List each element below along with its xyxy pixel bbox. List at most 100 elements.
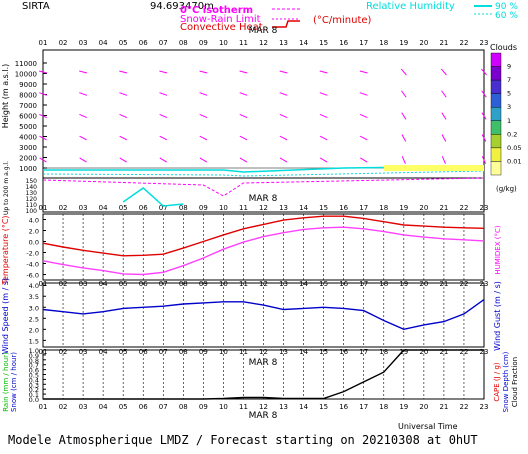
height-tick-label: 7000 xyxy=(19,102,37,110)
snow-ylabel: Snow (cm / hour) xyxy=(10,352,18,412)
station-altitude: 94.693470m xyxy=(150,1,214,12)
wind-arrow xyxy=(481,134,487,142)
clouds-level-label: 0.2 xyxy=(507,130,517,138)
clouds-color-cell xyxy=(490,161,502,176)
low-height-tick-label: 120 xyxy=(26,196,38,203)
hour-tick-label: 16 xyxy=(339,39,348,47)
hour-tick-label: 19 xyxy=(399,39,408,47)
hour-tick-label: 12 xyxy=(259,204,268,212)
hour-tick-label: 23 xyxy=(480,403,489,411)
wind-arrow xyxy=(481,68,487,76)
clouds-color-cell xyxy=(490,93,502,108)
clouds-unit: (g/kg) xyxy=(496,185,517,193)
hour-tick-label: 21 xyxy=(439,39,448,47)
rh60-line xyxy=(42,170,485,177)
wind-arrow xyxy=(239,135,248,141)
clouds-title: Clouds xyxy=(490,43,517,52)
hour-tick-label: 02 xyxy=(59,403,68,411)
wind-arrow xyxy=(441,134,447,142)
station-name: SIRTA xyxy=(22,1,50,12)
hour-tick-label: 05 xyxy=(119,403,128,411)
windgust-ylabel: Wind Gust (m / s) xyxy=(493,281,502,351)
legend-convective-line xyxy=(272,20,300,28)
footer-text: Modele Atmospherique LMDZ / Forecast sta… xyxy=(8,433,478,447)
hour-tick-label: 04 xyxy=(99,204,108,212)
clouds-color-cell xyxy=(490,79,502,94)
hour-tick-label: 22 xyxy=(459,403,468,411)
wind-arrow xyxy=(159,92,168,96)
wind-arrow xyxy=(199,157,208,163)
hour-tick-label: 08 xyxy=(179,403,188,411)
wind-arrow xyxy=(119,135,127,141)
hour-tick-label: 15 xyxy=(319,204,328,212)
legend-rh60: 60 % xyxy=(495,11,518,21)
clouds-color-cell xyxy=(490,107,502,121)
wind-arrow xyxy=(199,92,208,96)
wind-arrow xyxy=(441,156,446,164)
hour-tick-label: 14 xyxy=(299,204,308,212)
y-tick-label: 0.6 xyxy=(29,367,39,375)
series-line-wind-speed xyxy=(42,299,485,331)
hour-tick-label: 07 xyxy=(159,403,168,411)
hour-tick-label: 18 xyxy=(379,39,388,47)
zero-isotherm-line xyxy=(42,177,485,197)
wind-arrow xyxy=(401,134,407,142)
wind-arrow xyxy=(239,92,248,96)
wind-arrow xyxy=(400,68,407,76)
y-tick-label: -4.0 xyxy=(26,261,39,269)
hour-tick-label: 04 xyxy=(99,39,108,47)
cape-ylabel: CAPE (J / g) xyxy=(493,362,501,402)
hour-tick-label: 04 xyxy=(99,403,108,411)
height-panel-frame xyxy=(42,49,485,179)
rh-low-line xyxy=(122,187,184,207)
wind-arrow xyxy=(199,135,208,141)
hour-tick-label: 07 xyxy=(159,39,168,47)
hour-tick-label: 09 xyxy=(199,39,208,47)
wind-arrow xyxy=(239,70,248,74)
hour-tick-label: 20 xyxy=(419,204,428,212)
hour-tick-label: 17 xyxy=(359,39,368,47)
y-tick-label: -2.0 xyxy=(26,250,39,258)
low-height-tick-label: 130 xyxy=(26,190,38,197)
hour-tick-label: 02 xyxy=(59,204,68,212)
hour-tick-label: 10 xyxy=(219,204,228,212)
hour-tick-label: 22 xyxy=(459,39,468,47)
wind-arrow xyxy=(39,135,47,141)
cloud-patch xyxy=(383,165,484,171)
hour-tick-label: 09 xyxy=(199,403,208,411)
wind-arrow xyxy=(39,92,47,96)
wind-arrow xyxy=(279,92,288,96)
wind-arrow xyxy=(119,92,128,96)
height-tick-label: 8000 xyxy=(19,92,37,100)
y-tick-label: -6.0 xyxy=(26,272,39,280)
wind-arrow xyxy=(360,157,368,163)
wind-panel: 4.0 3.5 3.0 2.5 2.0 1.5 xyxy=(29,282,485,348)
y-tick-label: 0.2 xyxy=(29,386,39,394)
xlabel-universal-time: Universal Time xyxy=(398,422,458,431)
hour-tick-label: 05 xyxy=(119,204,128,212)
precip-panel: 1.00.90.80.70.60.50.40.30.20.10.0 xyxy=(29,347,485,404)
series-line-humidex xyxy=(42,226,485,276)
hour-tick-label: 07 xyxy=(159,204,168,212)
wind-arrow xyxy=(39,70,47,74)
height-panel: 11000 10000 9000 8000 7000 6000 5000 4000 3000 20… xyxy=(15,49,487,215)
date-label: MAR 8 xyxy=(249,411,278,421)
hour-tick-label: 09 xyxy=(199,204,208,212)
height-tick-label: 3000 xyxy=(19,144,37,152)
hour-tick-label: 01 xyxy=(39,39,48,47)
height-low-ylabel: Up to 200 m a.g.l. xyxy=(3,161,10,215)
wind-arrow xyxy=(119,70,128,74)
wind-arrow xyxy=(441,90,447,98)
y-tick-label: 4.0 xyxy=(29,282,39,290)
y-tick-label: 0.4 xyxy=(29,376,39,384)
rain-ylabel: Rain (mm / hour) xyxy=(2,352,10,412)
hour-tick-label: 12 xyxy=(259,403,268,411)
temperature-ylabel: Temperature (°C) xyxy=(1,215,10,285)
wind-arrow xyxy=(319,92,328,96)
wind-arrow xyxy=(79,92,88,96)
clouds-color-cell xyxy=(490,52,502,67)
wind-arrow xyxy=(79,70,88,74)
hour-tick-label: 15 xyxy=(319,39,328,47)
